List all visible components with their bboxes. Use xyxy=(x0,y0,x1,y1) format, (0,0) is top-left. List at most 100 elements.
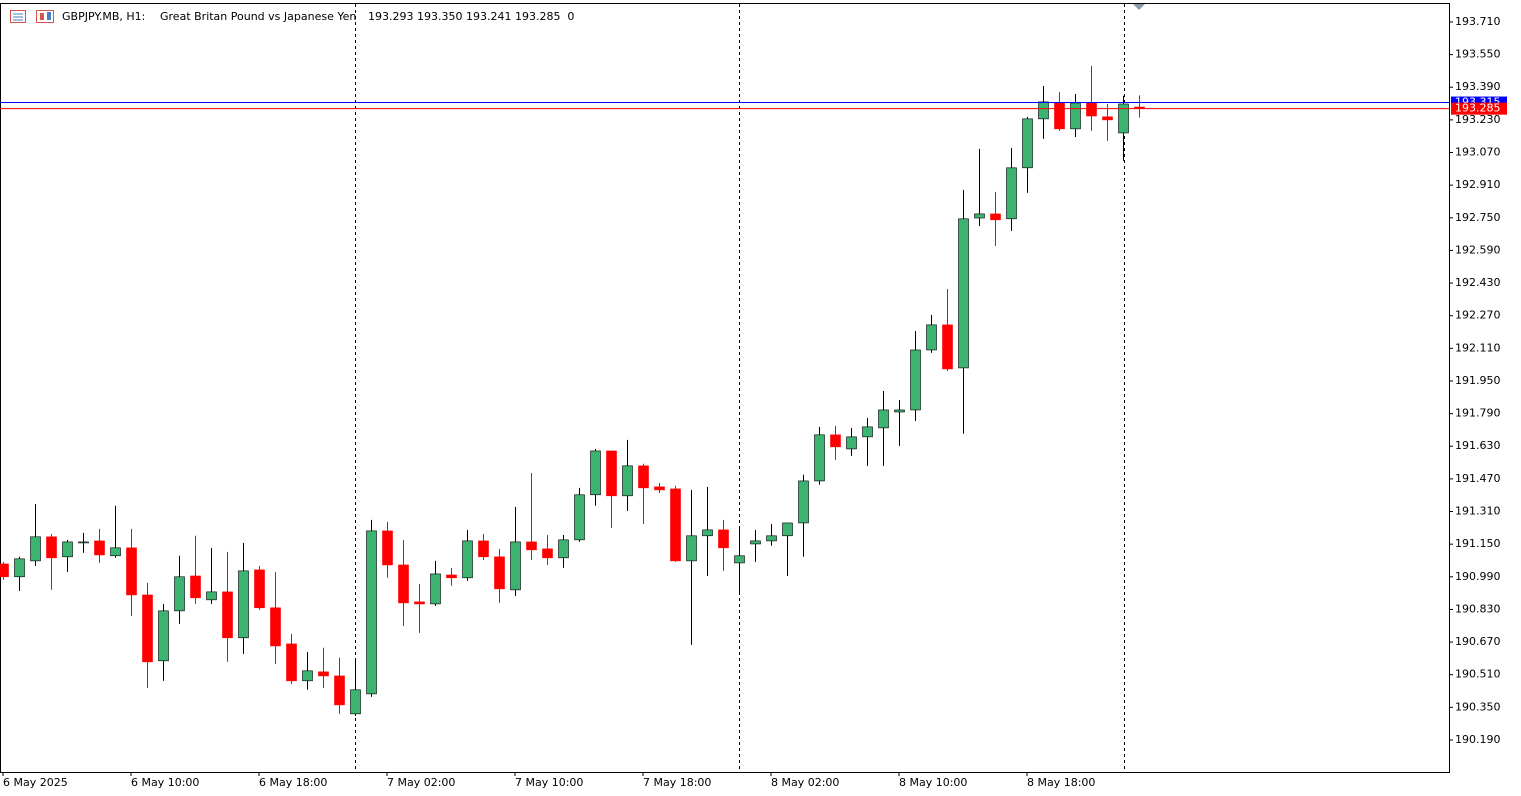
candle-body xyxy=(190,575,201,599)
candle-body xyxy=(510,541,521,591)
candle-body xyxy=(110,547,121,557)
candle-body xyxy=(174,576,185,612)
y-tick-label: 190.510 xyxy=(1455,668,1501,681)
y-tick-label: 193.230 xyxy=(1455,113,1501,126)
candle-body xyxy=(94,540,105,556)
candle-body xyxy=(526,541,537,551)
candle-body xyxy=(798,480,809,524)
candle-body xyxy=(398,564,409,604)
candle-body xyxy=(206,591,217,601)
candle-body xyxy=(958,218,969,369)
candle-body xyxy=(286,643,297,682)
candle-body xyxy=(830,434,841,448)
candle-body xyxy=(894,409,905,413)
candle-body xyxy=(254,569,265,609)
x-tick-label: 8 May 18:00 xyxy=(1027,776,1095,789)
y-tick-label: 190.190 xyxy=(1455,733,1501,746)
candle-body xyxy=(46,536,57,559)
candle-body xyxy=(430,573,441,605)
y-tick-label: 191.310 xyxy=(1455,505,1501,518)
y-tick-label: 191.470 xyxy=(1455,472,1501,485)
candle-body xyxy=(606,450,617,497)
candle-body xyxy=(238,570,249,639)
candle-body xyxy=(878,409,889,429)
y-tick-label: 190.830 xyxy=(1455,602,1501,615)
y-tick-label: 191.790 xyxy=(1455,407,1501,420)
candle-body xyxy=(222,591,233,639)
candle-body xyxy=(1102,116,1113,121)
candle-body xyxy=(142,594,153,663)
candle-body xyxy=(734,555,745,564)
y-tick-label: 192.270 xyxy=(1455,309,1501,322)
y-tick-label: 193.710 xyxy=(1455,15,1501,28)
plot-frame xyxy=(0,3,1450,773)
candle-body xyxy=(350,689,361,715)
candle-body xyxy=(302,670,313,682)
candle-body xyxy=(686,535,697,562)
symbol: GBPJPY.MB, H1: xyxy=(62,10,145,23)
x-tick-label: 6 May 18:00 xyxy=(259,776,327,789)
candle-body xyxy=(590,450,601,496)
y-tick-label: 192.430 xyxy=(1455,276,1501,289)
y-tick-label: 190.670 xyxy=(1455,635,1501,648)
x-tick-label: 7 May 10:00 xyxy=(515,776,583,789)
candle-body xyxy=(1054,102,1065,130)
candle-body xyxy=(14,558,25,578)
candle-body xyxy=(78,541,89,544)
candle-body xyxy=(910,349,921,411)
shift-marker xyxy=(1133,4,1145,10)
x-tick-label: 7 May 18:00 xyxy=(643,776,711,789)
candle-body xyxy=(494,556,505,590)
candle-body xyxy=(990,213,1001,221)
candle-body xyxy=(1070,102,1081,130)
ohlc-info: 193.293 193.350 193.241 193.285 0 xyxy=(368,10,574,23)
candle-body xyxy=(126,547,137,596)
y-tick-label: 193.070 xyxy=(1455,146,1501,159)
candle-body xyxy=(382,530,393,566)
header-icons xyxy=(10,10,54,23)
description: Great Britan Pound vs Japanese Yen xyxy=(160,10,356,23)
y-tick-label: 193.550 xyxy=(1455,48,1501,61)
candle-body xyxy=(862,426,873,438)
candle-body xyxy=(622,465,633,497)
y-tick-label: 191.630 xyxy=(1455,439,1501,452)
candle-body xyxy=(462,540,473,579)
x-tick-label: 6 May 10:00 xyxy=(131,776,199,789)
candle-body xyxy=(814,434,825,482)
candle-body xyxy=(846,436,857,450)
candle-body xyxy=(542,548,553,559)
candle-body xyxy=(478,540,489,558)
candle-body xyxy=(1038,101,1049,120)
candle-body xyxy=(638,465,649,489)
candle-body xyxy=(670,488,681,562)
price-label: 193.285 xyxy=(1455,102,1501,115)
y-tick-label: 192.750 xyxy=(1455,211,1501,224)
x-tick-label: 7 May 02:00 xyxy=(387,776,455,789)
candle-body xyxy=(414,601,425,605)
candle-body xyxy=(30,536,41,562)
candle-body xyxy=(766,535,777,542)
candle-body xyxy=(750,540,761,545)
candle-body xyxy=(334,675,345,706)
y-tick-label: 191.950 xyxy=(1455,374,1501,387)
candle-body xyxy=(366,530,377,695)
candle-body xyxy=(654,486,665,491)
candle-body xyxy=(782,522,793,537)
candle-body xyxy=(702,529,713,537)
candle-body xyxy=(1086,102,1097,117)
candle-body xyxy=(974,213,985,219)
candle-body xyxy=(558,539,569,559)
y-tick-label: 192.110 xyxy=(1455,341,1501,354)
y-tick-label: 190.350 xyxy=(1455,700,1501,713)
candle-body xyxy=(62,541,73,558)
candle-body xyxy=(1022,118,1033,169)
y-tick-label: 193.390 xyxy=(1455,80,1501,93)
y-tick-label: 191.150 xyxy=(1455,537,1501,550)
candle-body xyxy=(1118,103,1129,134)
candle-body xyxy=(318,671,329,677)
icon xyxy=(40,13,44,20)
x-tick-label: 8 May 02:00 xyxy=(771,776,839,789)
